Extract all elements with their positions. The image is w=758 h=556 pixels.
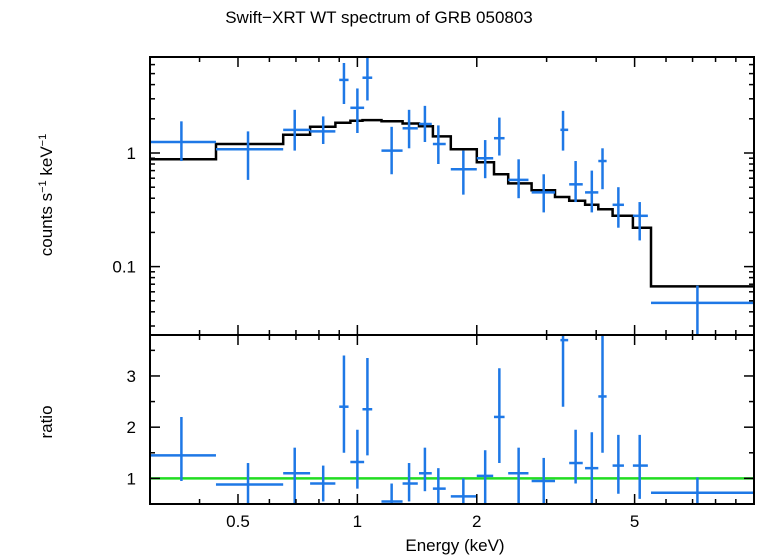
- spectrum-y-tick-label: 1: [127, 144, 136, 163]
- ratio-y-axis-label: ratio: [37, 405, 56, 438]
- spectrum-y-tick-label: 0.1: [112, 258, 136, 277]
- spectrum-y-axis-label: counts s−1 keV−1: [37, 134, 56, 256]
- ratio-y-tick-label: 1: [127, 469, 136, 488]
- model-step-curve: [150, 118, 754, 288]
- ratio-panel: 1 2 3 0.5 1 2 5: [127, 334, 755, 531]
- chart-title: Swift−XRT WT spectrum of GRB 050803: [225, 8, 533, 27]
- ratio-frame: [149, 334, 755, 505]
- y-label-sup-2: −1: [37, 134, 49, 147]
- x-axis-label: Energy (keV): [405, 536, 504, 555]
- ratio-y-tick-label: 3: [127, 367, 136, 386]
- ratio-y-tick-label: 2: [127, 418, 136, 437]
- spectrum-frame: [149, 56, 755, 336]
- x-tick-label: 1: [353, 512, 362, 531]
- y-label-sup-1: −1: [37, 180, 49, 193]
- x-tick-label: 5: [630, 512, 639, 531]
- y-label-kev: keV: [37, 146, 56, 181]
- y-label-counts: counts s: [37, 193, 56, 256]
- spectrum-panel: 10.1: [112, 56, 755, 336]
- x-tick-label: 0.5: [226, 512, 250, 531]
- x-tick-label: 2: [472, 512, 481, 531]
- axis-labels: counts s−1 keV−1 ratio Energy (keV): [37, 134, 505, 555]
